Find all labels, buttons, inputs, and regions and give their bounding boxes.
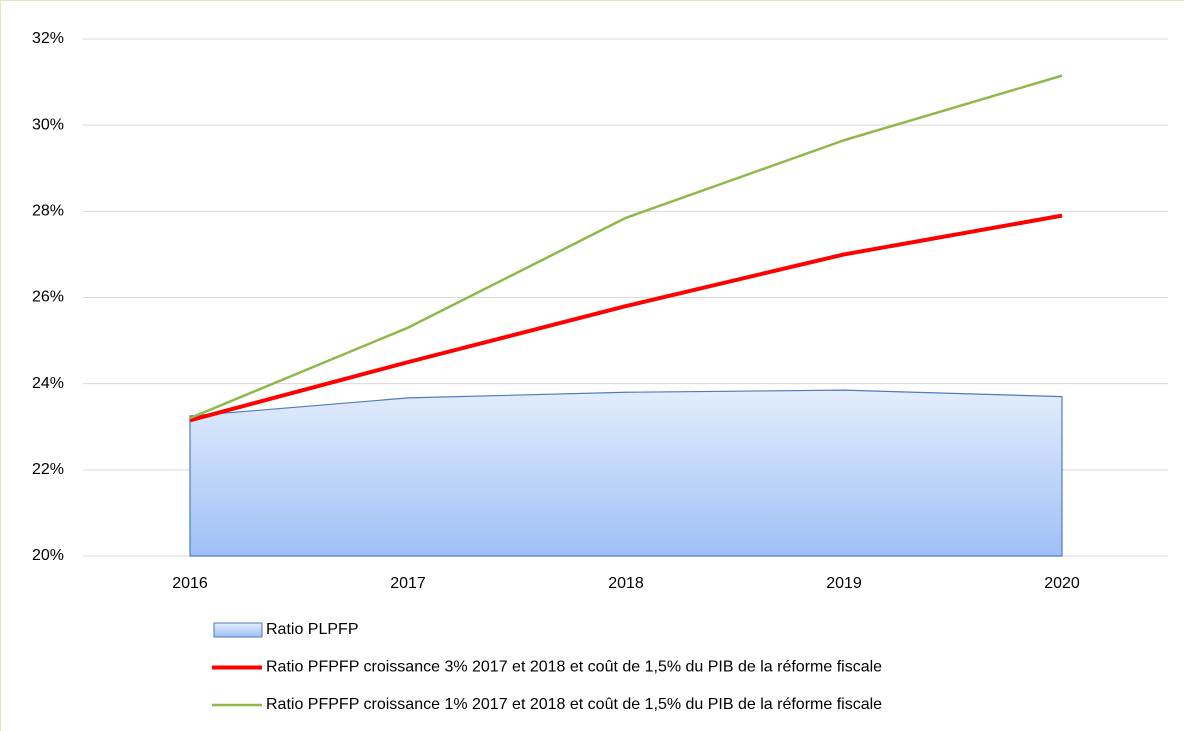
y-tick-label: 22% xyxy=(32,461,64,478)
y-tick-label: 32% xyxy=(32,30,64,47)
y-tick-label: 24% xyxy=(32,375,64,392)
legend-swatch xyxy=(213,622,263,638)
legend-label: Ratio PFPFP croissance 1% 2017 et 2018 e… xyxy=(266,696,882,713)
x-tick-label: 2019 xyxy=(826,575,862,592)
line xyxy=(189,213,1063,423)
y-tick-label: 30% xyxy=(32,116,64,133)
legend-label: Ratio PFPFP croissance 3% 2017 et 2018 e… xyxy=(266,659,882,676)
legend-label: Ratio PLPFP xyxy=(266,621,358,638)
y-tick-label: 28% xyxy=(32,203,64,220)
line xyxy=(189,74,1063,420)
y-tick-label: 26% xyxy=(32,289,64,306)
area xyxy=(189,389,1063,557)
x-tick-label: 2020 xyxy=(1044,575,1080,592)
x-tick-label: 2018 xyxy=(608,575,644,592)
x-tick-label: 2017 xyxy=(390,575,426,592)
y-tick-label: 20% xyxy=(32,547,64,564)
x-tick-label: 2016 xyxy=(172,575,208,592)
